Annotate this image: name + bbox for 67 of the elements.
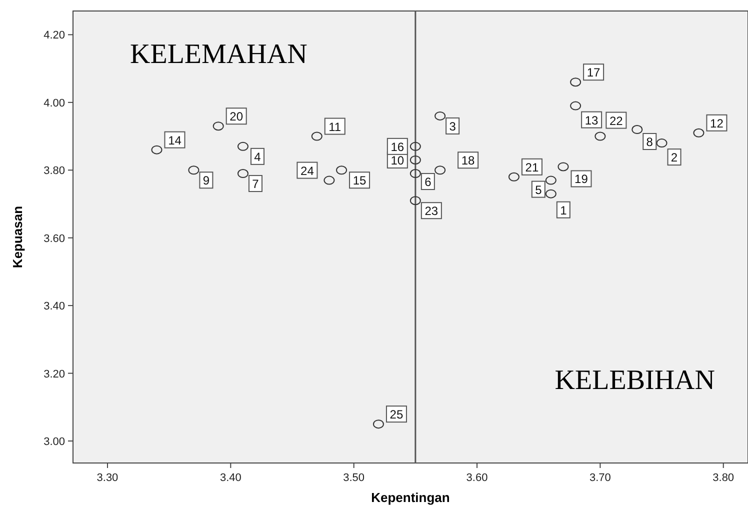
annotation: 2	[670, 150, 678, 165]
point	[632, 125, 643, 134]
annotation: 24	[300, 164, 314, 178]
x-tick-label: 3.30	[96, 472, 118, 484]
point	[545, 176, 556, 185]
point	[558, 162, 569, 172]
point	[570, 101, 582, 110]
point	[311, 132, 322, 141]
annotation: 18	[461, 154, 476, 168]
point	[570, 78, 582, 87]
x-tick-label: 3.50	[343, 472, 365, 484]
point	[372, 420, 384, 429]
point	[410, 196, 421, 206]
annotation: KELEBIHAN	[554, 365, 715, 396]
x-tick-label: 3.60	[466, 472, 488, 484]
annotation: 15	[352, 174, 367, 188]
annotation: 20	[230, 110, 244, 124]
annotation: 13	[584, 113, 599, 128]
y-tick-label: 3.00	[44, 436, 65, 448]
y-tick-label: 3.60	[44, 232, 65, 245]
point	[151, 145, 162, 154]
x-tick-label: 3.70	[589, 472, 611, 484]
point	[324, 176, 335, 185]
annotation: 9	[202, 174, 210, 188]
annotation: 10	[390, 153, 404, 168]
annotation: 17	[586, 66, 601, 80]
y-tick-label: 3.40	[44, 300, 65, 313]
point	[212, 122, 224, 131]
point	[656, 138, 668, 148]
annotation: 1	[560, 203, 568, 218]
annotation: 23	[424, 204, 438, 218]
point	[237, 169, 248, 178]
point	[410, 155, 421, 164]
point	[188, 166, 200, 175]
annotation: 7	[252, 177, 260, 192]
point	[410, 169, 421, 178]
annotation: 4	[254, 150, 262, 164]
annotation: 16	[390, 140, 404, 154]
annotation: 21	[525, 160, 539, 174]
point	[693, 128, 704, 138]
annotation: 12	[710, 116, 724, 130]
annotation: 6	[424, 175, 432, 190]
y-tick-label: 3.80	[44, 165, 65, 178]
annotation: 14	[168, 133, 182, 148]
point	[237, 142, 248, 151]
annotation: 3	[449, 119, 456, 134]
annotation: KELEMAHAN	[130, 39, 308, 70]
annotation: 25	[390, 408, 404, 422]
point	[545, 189, 556, 198]
annotation: 8	[646, 135, 654, 149]
annotation: 5	[535, 182, 542, 197]
point	[508, 172, 520, 182]
y-axis-title: Kepuasan	[10, 206, 25, 268]
annotation: 19	[574, 172, 588, 186]
annotation: 22	[610, 114, 624, 128]
y-tick-label: 4.00	[44, 97, 65, 110]
x-tick-label: 3.40	[220, 472, 242, 484]
x-axis-title: Kepentingan	[371, 490, 450, 505]
point	[434, 166, 446, 175]
y-tick-label: 4.20	[44, 30, 65, 42]
point	[594, 132, 606, 141]
x-tick-label: 3.80	[712, 472, 734, 484]
y-tick-label: 3.20	[44, 368, 65, 380]
point	[336, 166, 348, 175]
annotation: 11	[328, 120, 342, 134]
point	[434, 111, 446, 120]
point	[410, 142, 421, 151]
